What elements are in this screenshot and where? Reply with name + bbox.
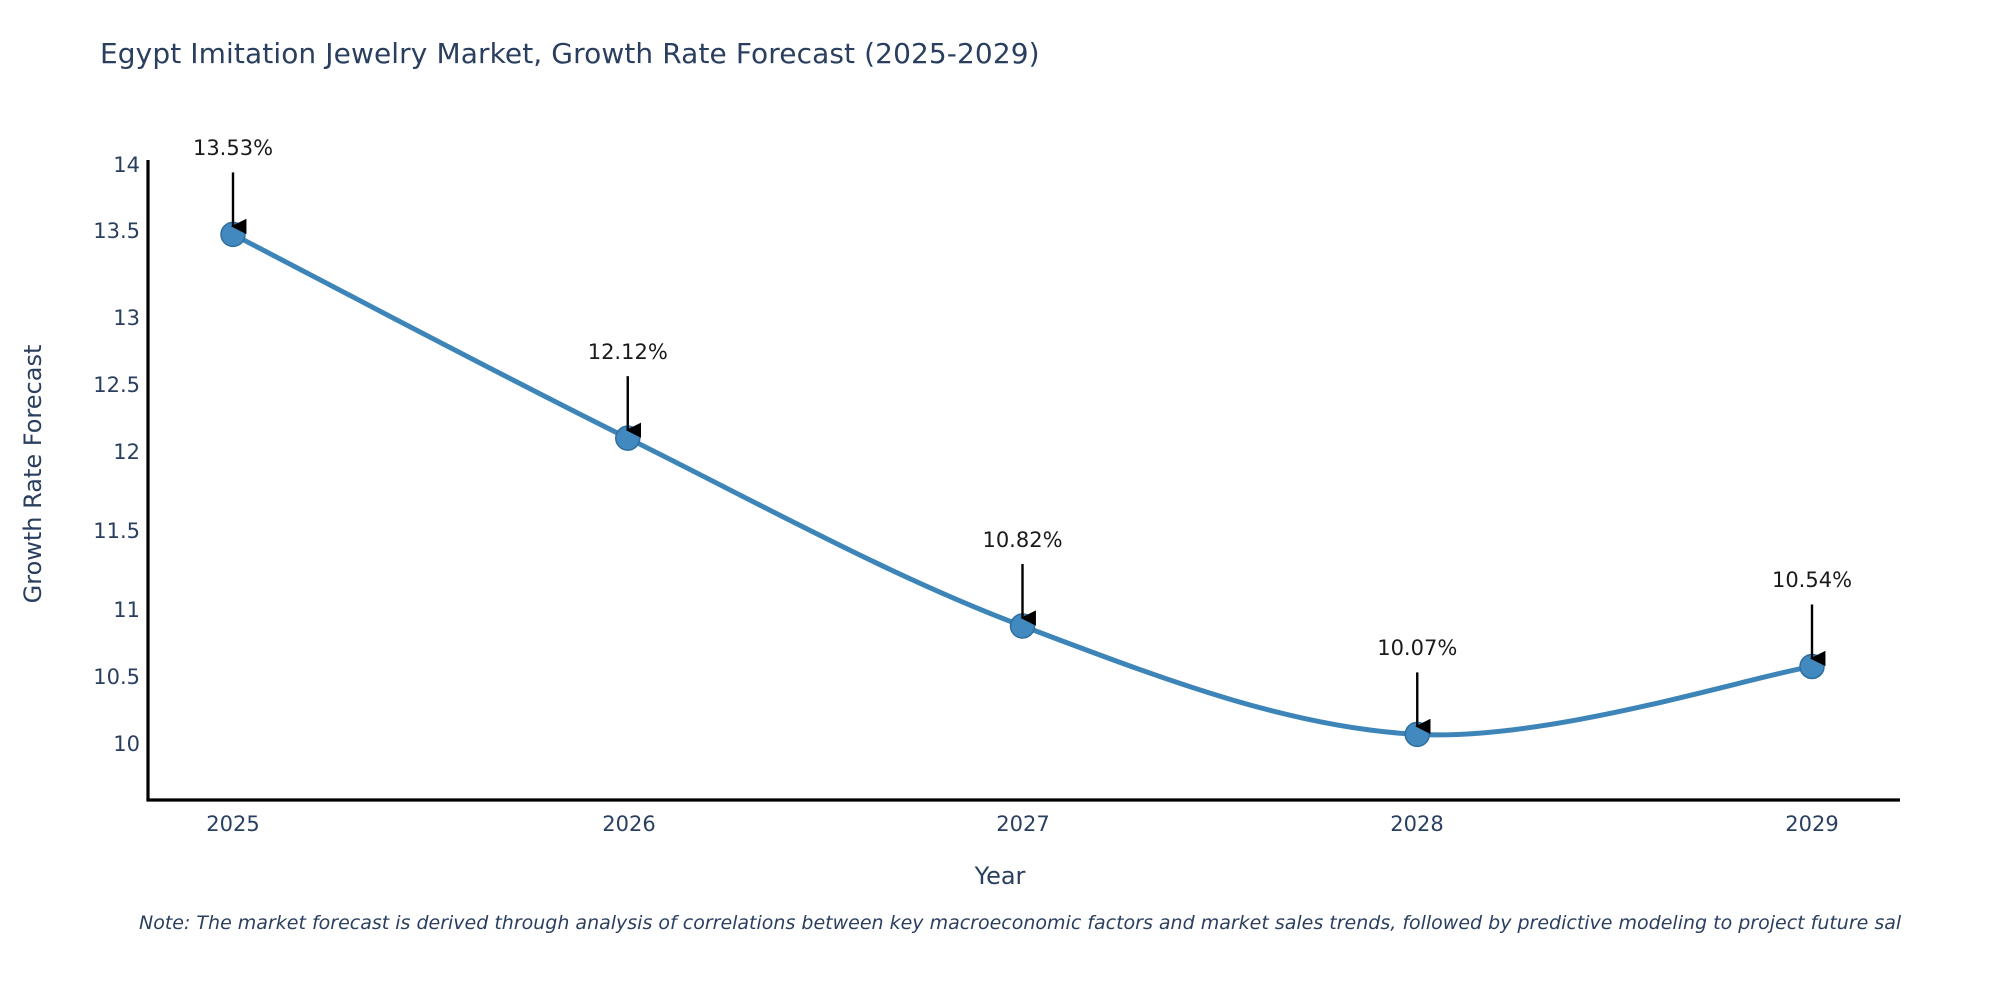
- data-point-label: 10.54%: [1771, 568, 1853, 593]
- data-point-label: 10.82%: [982, 528, 1063, 552]
- data-point-label: 13.53%: [192, 136, 274, 161]
- annotation-arrows: [231, 172, 1826, 735]
- data-point-label: 12.12%: [587, 340, 668, 365]
- x-tick-label: 2029: [1785, 812, 1839, 836]
- x-tick-label: 2028: [1390, 812, 1444, 836]
- y-tick-label: 14: [113, 153, 140, 177]
- x-tick-label: 2026: [602, 812, 656, 836]
- y-axis-ticks: 14 13.5 13 12.5 12 11.5 11 10.5 10: [0, 0, 140, 1000]
- chart-title: Egypt Imitation Jewelry Market, Growth R…: [100, 37, 1040, 70]
- data-point-markers: [220, 221, 1825, 748]
- x-tick-label: 2027: [996, 812, 1050, 836]
- y-tick-label: 10: [113, 732, 140, 756]
- x-tick-label: 2025: [206, 812, 260, 836]
- y-tick-label: 12.5: [93, 373, 140, 397]
- y-tick-label: 12: [113, 440, 140, 464]
- y-tick-label: 13: [113, 306, 140, 330]
- y-tick-label: 13.5: [93, 219, 140, 243]
- y-tick-label: 11.5: [93, 519, 140, 543]
- y-tick-label: 11: [113, 598, 140, 622]
- data-point-label: 10.07%: [1377, 636, 1458, 661]
- chart-footnote: Note: The market forecast is derived thr…: [139, 912, 1902, 934]
- x-axis-label: Year: [974, 862, 1026, 890]
- data-line-series: [230, 231, 1815, 738]
- y-tick-label: 10.5: [93, 665, 140, 689]
